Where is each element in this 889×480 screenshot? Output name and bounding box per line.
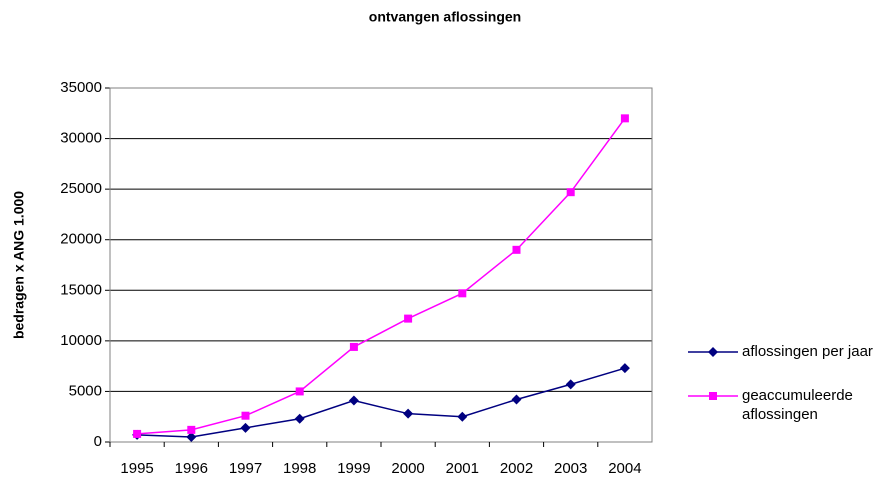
legend-marker [709, 392, 717, 400]
data-point [404, 314, 413, 323]
legend-marker [708, 347, 718, 357]
data-point [512, 245, 521, 254]
y-tick-label: 10000 [60, 332, 102, 349]
series-line [137, 367, 626, 438]
data-point [240, 422, 251, 433]
data-point [241, 411, 250, 420]
y-tick-label: 35000 [60, 79, 102, 96]
x-tick-label: 2003 [554, 460, 587, 477]
data-point [295, 387, 304, 396]
data-point [186, 431, 197, 442]
x-tick-label: 1998 [283, 460, 316, 477]
x-tick-label: 1999 [337, 460, 370, 477]
x-tick-label: 1996 [175, 460, 208, 477]
data-point [349, 342, 358, 351]
data-point [457, 411, 468, 422]
x-tick-label: 2001 [446, 460, 479, 477]
data-point [511, 394, 522, 405]
x-tick-label: 2004 [608, 460, 641, 477]
y-tick-label: 5000 [69, 382, 102, 399]
data-point [458, 289, 467, 298]
x-tick-label: 2000 [391, 460, 424, 477]
y-tick-label: 20000 [60, 231, 102, 248]
legend-label: aflossingen per jaar [742, 343, 873, 360]
x-tick-label: 2002 [500, 460, 533, 477]
x-tick-label: 1997 [229, 460, 262, 477]
y-axis-label: bedragen x ANG 1.000 [11, 191, 27, 339]
data-point [348, 395, 359, 406]
x-tick-label: 1995 [120, 460, 153, 477]
series-line [137, 117, 626, 435]
y-tick-label: 15000 [60, 281, 102, 298]
data-point [403, 408, 414, 419]
data-point [566, 188, 575, 197]
y-tick-label: 0 [94, 433, 102, 450]
y-tick-label: 30000 [60, 130, 102, 147]
chart-title: ontvangen aflossingen [369, 9, 521, 25]
data-point [565, 379, 576, 390]
y-tick-label: 25000 [60, 180, 102, 197]
data-point [187, 425, 196, 434]
data-point [133, 429, 142, 438]
data-point [294, 413, 305, 424]
legend-label: geaccumuleerde aflossingen [742, 387, 853, 423]
data-point [619, 363, 630, 374]
data-point [620, 114, 629, 123]
